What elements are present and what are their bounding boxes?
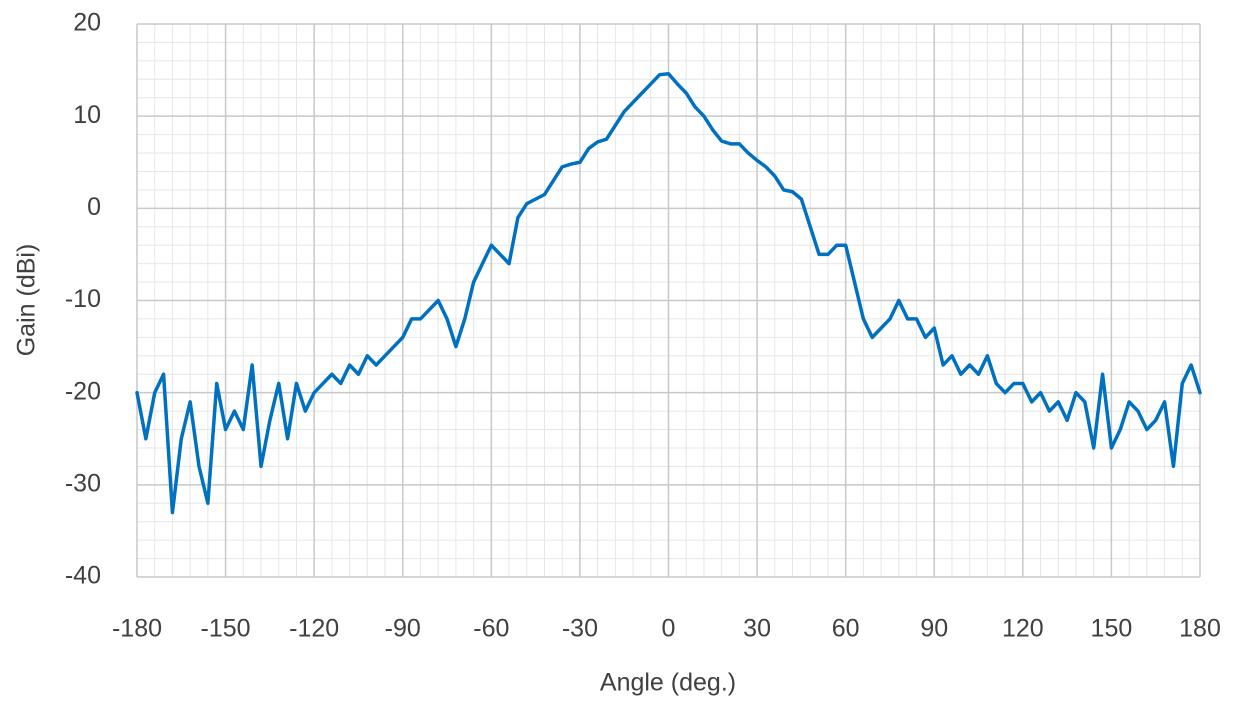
y-tick-label: -20 xyxy=(65,377,101,405)
x-tick-label: -30 xyxy=(562,615,598,643)
x-tick-label: 0 xyxy=(662,615,676,643)
y-axis-title: Gain (dBi) xyxy=(13,244,41,357)
x-tick-label: 180 xyxy=(1179,615,1221,643)
x-axis-title: Angle (deg.) xyxy=(600,669,736,697)
x-tick-label: 30 xyxy=(743,615,771,643)
y-tick-label: 20 xyxy=(73,9,101,37)
y-tick-label: 10 xyxy=(73,101,101,129)
x-tick-label: -60 xyxy=(473,615,509,643)
y-tick-label: -40 xyxy=(65,562,101,590)
x-tick-label: -90 xyxy=(385,615,421,643)
y-tick-label: -30 xyxy=(65,469,101,497)
grid xyxy=(136,23,1201,578)
x-tick-label: 60 xyxy=(832,615,860,643)
x-tick-label: 120 xyxy=(1002,615,1044,643)
x-tick-label: -150 xyxy=(201,615,251,643)
x-tick-label: 90 xyxy=(920,615,948,643)
y-tick-label: -10 xyxy=(65,285,101,313)
x-tick-label: 150 xyxy=(1091,615,1133,643)
x-tick-label: -120 xyxy=(289,615,339,643)
data-line xyxy=(135,72,1202,515)
x-tick-label: -180 xyxy=(112,615,162,643)
y-tick-label: 0 xyxy=(87,193,101,221)
